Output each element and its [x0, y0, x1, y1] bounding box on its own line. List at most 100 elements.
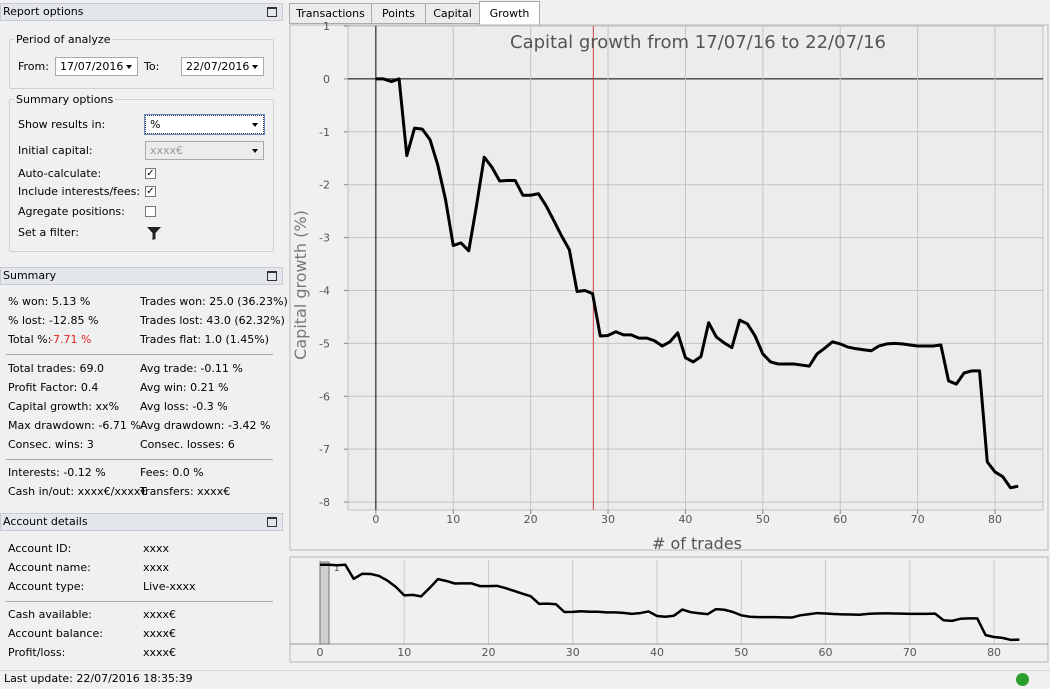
group-title: Summary options — [14, 93, 116, 106]
x-tick-label: 0 — [372, 513, 379, 526]
status-indicator — [1016, 673, 1029, 686]
initial-capital-input[interactable]: xxxx€ — [145, 141, 264, 160]
option-label: Auto-calculate: — [18, 167, 102, 180]
x-tick-label: 50 — [756, 513, 770, 526]
account-value: xxxx€ — [143, 608, 177, 621]
navigator-tick-label: 50 — [734, 646, 748, 659]
to-date[interactable]: 22/07/2016 — [181, 57, 264, 76]
from-date[interactable]: 17/07/2016 — [55, 57, 138, 76]
y-tick-label: -5 — [319, 337, 330, 350]
option-label: Initial capital: — [18, 144, 93, 157]
summary-stat: Avg drawdown: -3.42 % — [140, 419, 271, 432]
filter-button[interactable] — [146, 225, 162, 241]
section-header: Report options — [0, 3, 283, 21]
summary-stat: Total %: — [8, 333, 52, 346]
summary-stat: Profit Factor: 0.4 — [8, 381, 99, 394]
undock-button[interactable] — [267, 517, 277, 527]
x-axis-label: # of trades — [652, 534, 742, 553]
y-tick-label: -7 — [319, 443, 330, 456]
checkbox[interactable]: ✓ — [145, 186, 156, 197]
undock-button[interactable] — [267, 7, 277, 17]
summary-stat: Fees: 0.0 % — [140, 466, 204, 479]
y-tick-label: -6 — [319, 390, 330, 403]
navigator-y-label: 1 — [334, 563, 340, 574]
y-tick-label: -1 — [319, 126, 330, 139]
tab[interactable]: Transactions — [289, 3, 372, 24]
option-label: Show results in: — [18, 118, 106, 131]
status-bar — [0, 670, 1050, 689]
summary-stat: Capital growth: xx% — [8, 400, 120, 413]
summary-stat: Consec. losses: 6 — [140, 438, 235, 451]
results-unit[interactable]: % — [145, 115, 264, 134]
summary-stat: % won: 5.13 % — [8, 295, 91, 308]
summary-stat-value: -7.71 % — [49, 333, 92, 346]
navigator-range — [319, 561, 330, 645]
from-label: From: — [18, 60, 49, 73]
section-title: Account details — [3, 515, 88, 528]
chart-panel: 10-1-2-3-4-5-6-7-80 10 20 30 40 50 60 70 80Capit… — [289, 20, 1049, 663]
separator — [6, 601, 273, 602]
summary-stat: Trades flat: 1.0 (1.45%) — [140, 333, 270, 346]
y-tick-label: -2 — [319, 179, 330, 192]
account-value: xxxx€ — [143, 627, 177, 640]
account-value: Live-xxxx — [143, 580, 196, 593]
summary-stat: Interests: -0.12 % — [8, 466, 106, 479]
navigator-tick-label: 40 — [650, 646, 664, 659]
navigator-tick-label: 70 — [903, 646, 917, 659]
summary-stat: Avg trade: -0.11 % — [140, 362, 243, 375]
x-tick-label: 30 — [601, 513, 615, 526]
account-value: xxxx — [143, 561, 170, 574]
y-axis-label: Capital growth (%) — [291, 210, 310, 360]
summary-stat: Transfers: xxxx€ — [140, 485, 231, 498]
summary-stat: % lost: -12.85 % — [8, 314, 99, 327]
summary-stat: Avg loss: -0.3 % — [140, 400, 228, 413]
navigator-tick-label: 30 — [566, 646, 580, 659]
x-tick-label: 20 — [524, 513, 538, 526]
option-label: Set a filter: — [18, 226, 79, 239]
account-label: Profit/loss: — [8, 646, 66, 659]
plot-area — [347, 25, 1044, 511]
navigator-tick-label: 80 — [987, 646, 1001, 659]
navigator-line — [319, 563, 1020, 642]
account-label: Account name: — [8, 561, 91, 574]
checkbox[interactable]: ✓ — [145, 168, 156, 179]
account-label: Account balance: — [8, 627, 103, 640]
navigator-tick-label: 20 — [482, 646, 496, 659]
summary-stat: Consec. wins: 3 — [8, 438, 94, 451]
summary-stat: Max drawdown: -6.71 % — [8, 419, 141, 432]
undock-button[interactable] — [267, 271, 277, 281]
x-tick-label: 10 — [446, 513, 460, 526]
option-label: Include interests/fees: — [18, 185, 141, 198]
section-title: Summary — [3, 269, 57, 282]
account-value: xxxx — [143, 542, 170, 555]
x-tick-label: 80 — [988, 513, 1002, 526]
section-header: Summary — [0, 267, 283, 285]
x-tick-label: 70 — [911, 513, 925, 526]
navigator-tick-label: 60 — [819, 646, 833, 659]
x-tick-label: 40 — [678, 513, 692, 526]
separator — [6, 354, 273, 355]
summary-stat: Cash in/out: xxxx€/xxxx€ — [8, 485, 148, 498]
chart-title: Capital growth from 17/07/16 to 22/07/16 — [510, 32, 886, 53]
y-tick-label: -3 — [319, 232, 330, 245]
checkbox[interactable] — [145, 206, 156, 217]
account-label: Cash available: — [8, 608, 92, 621]
separator — [6, 459, 273, 460]
account-value: xxxx€ — [143, 646, 177, 659]
y-tick-label: -4 — [319, 284, 330, 297]
tab[interactable]: Growth — [479, 1, 540, 25]
summary-stat: Avg win: 0.21 % — [140, 381, 229, 394]
x-tick-label: 60 — [833, 513, 847, 526]
period-group — [9, 39, 274, 89]
tab[interactable]: Capital — [425, 3, 480, 24]
last-update: Last update: 22/07/2016 18:35:39 — [4, 672, 193, 685]
line — [375, 77, 1019, 490]
summary-options-group — [9, 99, 274, 252]
section-title: Report options — [3, 5, 84, 18]
account-label: Account ID: — [8, 542, 72, 555]
navigator-tick-label: 10 — [397, 646, 411, 659]
summary-stat: Trades lost: 43.0 (62.32%) — [140, 314, 285, 327]
section-header: Account details — [0, 513, 283, 531]
account-label: Account type: — [8, 580, 85, 593]
